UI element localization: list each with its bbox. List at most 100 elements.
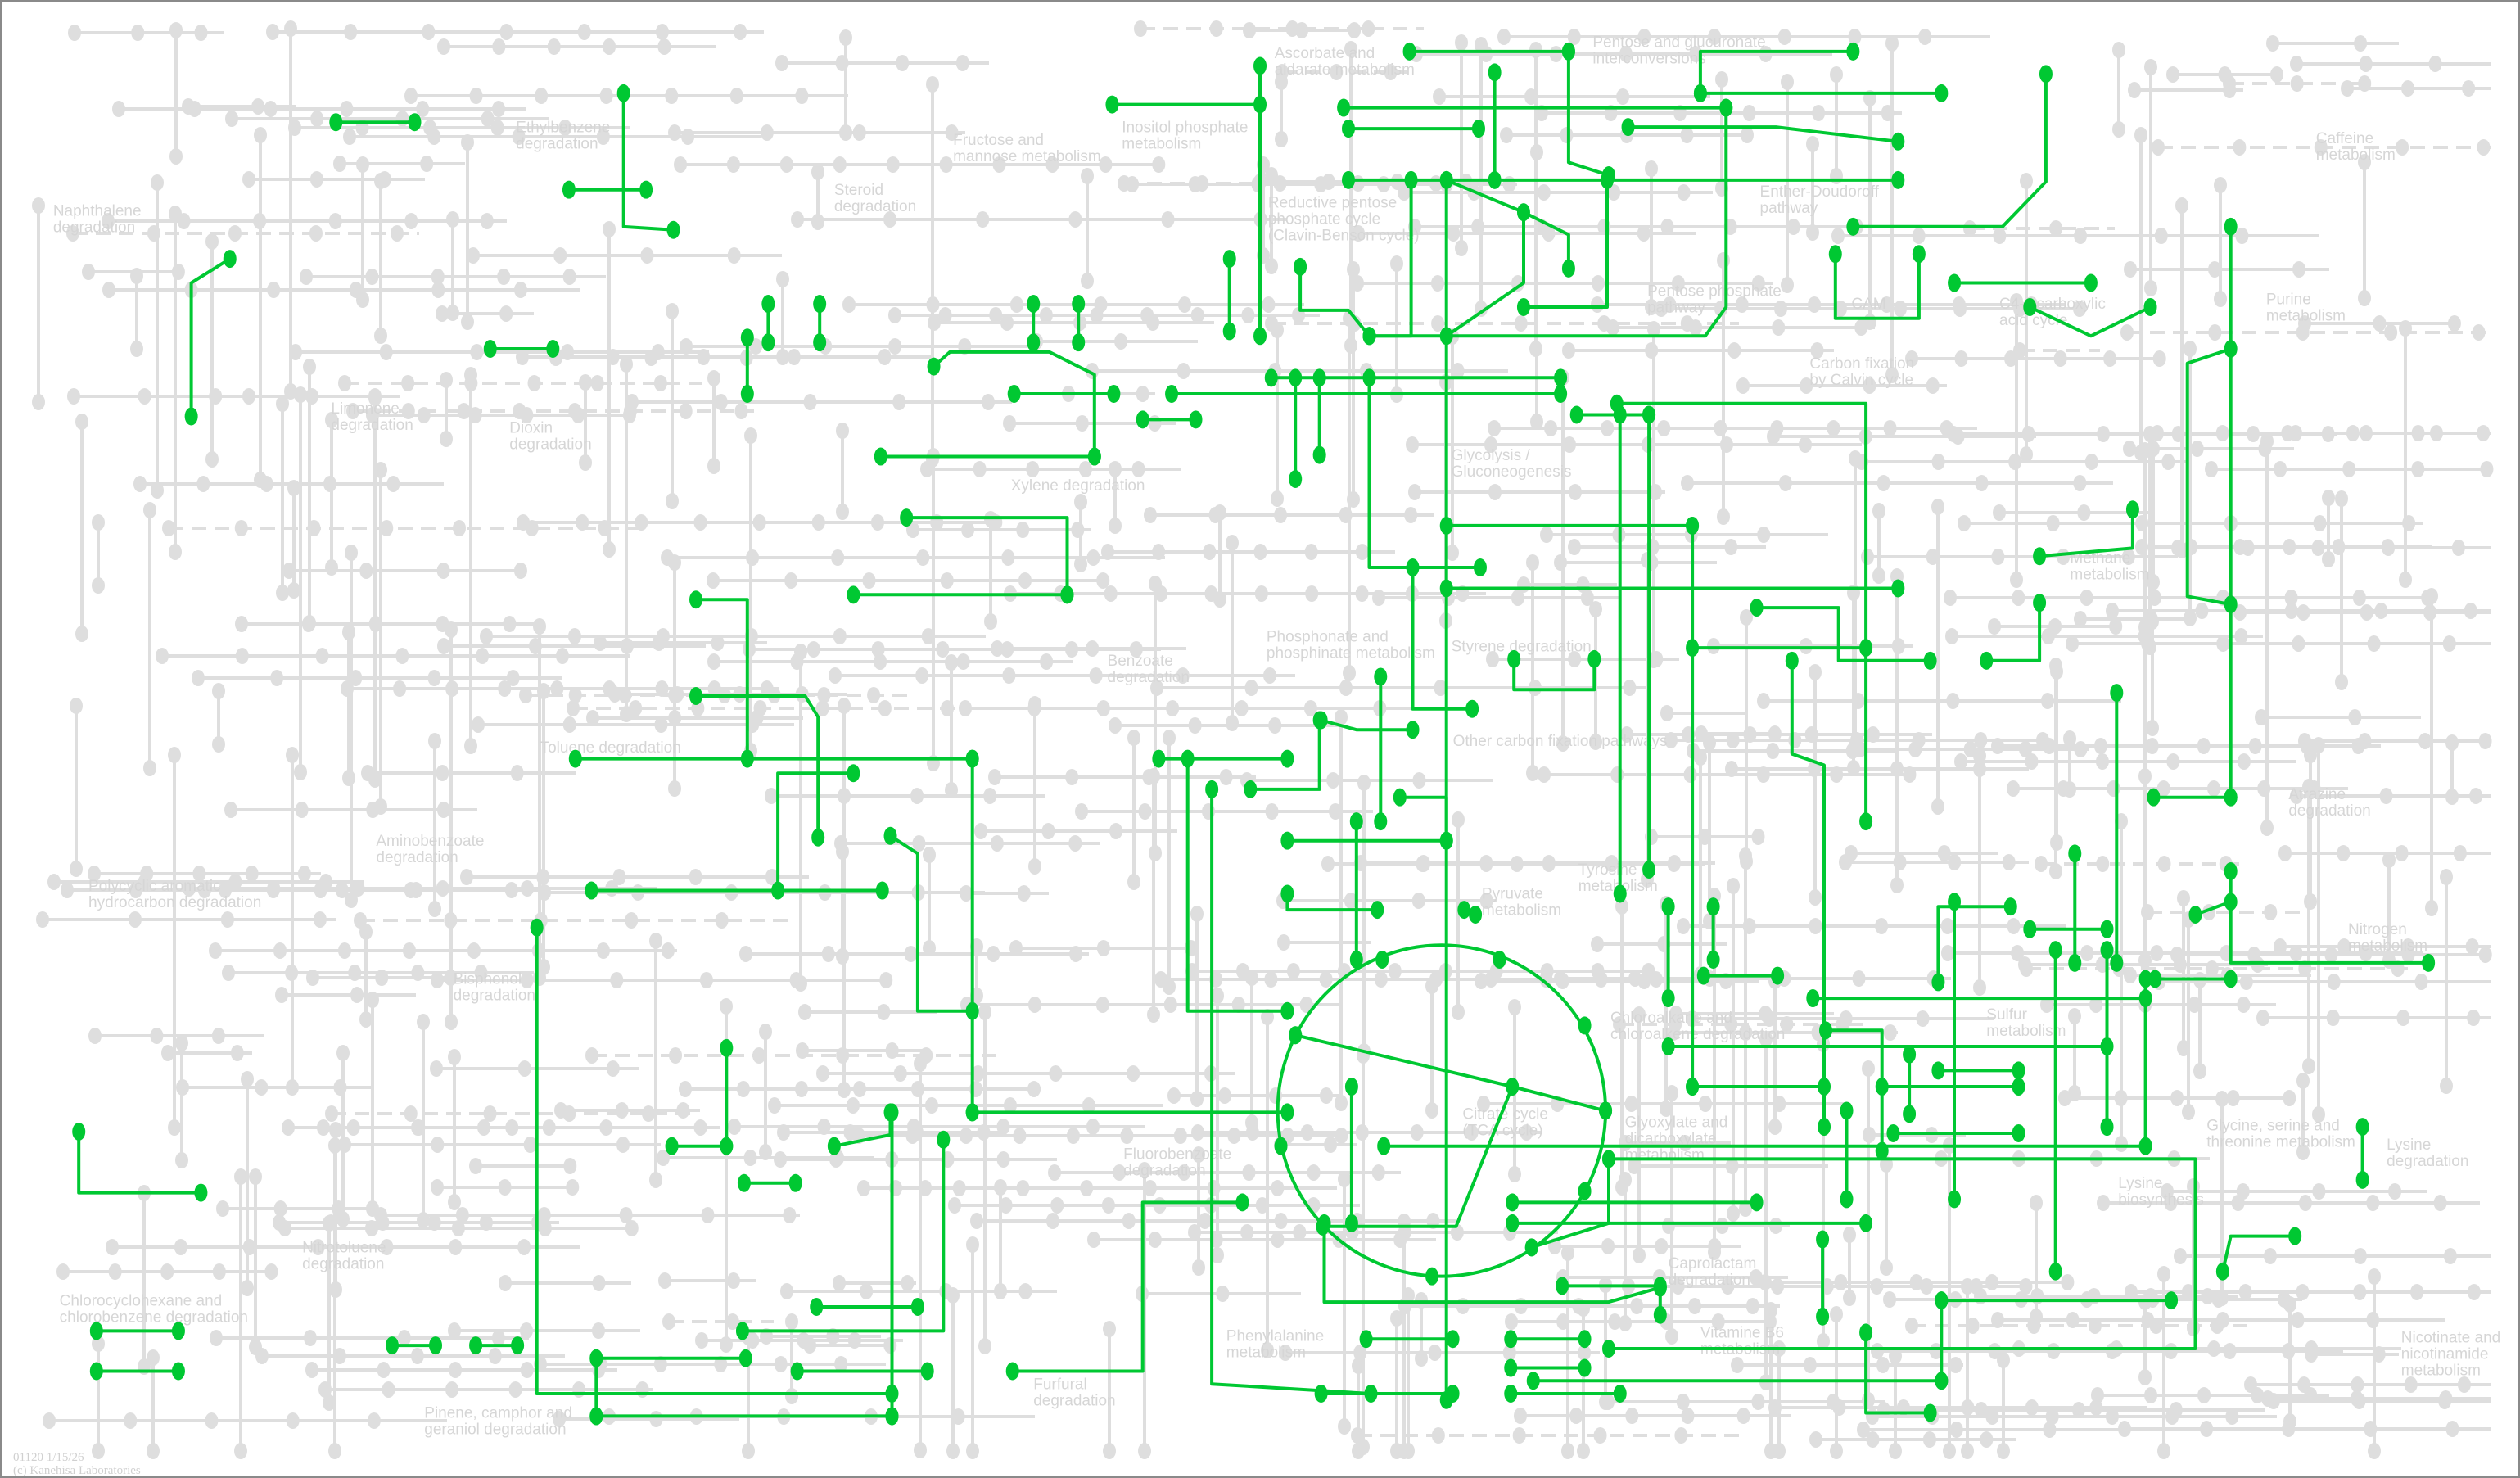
- compound-node[interactable]: [2480, 461, 2494, 477]
- compound-node[interactable]: [305, 1362, 318, 1378]
- compound-node[interactable]: [212, 736, 225, 753]
- compound-node[interactable]: [2351, 1376, 2364, 1393]
- highlighted-compound[interactable]: [2039, 65, 2053, 84]
- compound-node[interactable]: [2443, 1248, 2457, 1264]
- compound-node[interactable]: [952, 1180, 966, 1196]
- compound-node[interactable]: [776, 349, 789, 365]
- compound-node[interactable]: [1402, 1287, 1415, 1304]
- compound-node[interactable]: [2134, 127, 2147, 143]
- compound-node[interactable]: [966, 1443, 979, 1459]
- highlighted-compound[interactable]: [737, 1173, 751, 1192]
- compound-node[interactable]: [519, 687, 532, 703]
- compound-node[interactable]: [742, 1443, 755, 1459]
- compound-node[interactable]: [1016, 1180, 1030, 1196]
- highlighted-reaction[interactable]: [621, 93, 674, 232]
- compound-node[interactable]: [988, 769, 1001, 785]
- compound-node[interactable]: [365, 269, 379, 285]
- compound-node[interactable]: [620, 706, 633, 722]
- highlighted-compound[interactable]: [1165, 384, 1179, 403]
- compound-node[interactable]: [2216, 635, 2230, 652]
- compound-node[interactable]: [668, 124, 681, 141]
- compound-node[interactable]: [994, 1283, 1007, 1299]
- highlighted-compound[interactable]: [2422, 953, 2436, 972]
- compound-node[interactable]: [1920, 1278, 1934, 1295]
- compound-node[interactable]: [1786, 219, 1800, 235]
- compound-node[interactable]: [295, 802, 309, 818]
- compound-node[interactable]: [886, 156, 900, 173]
- compound-node[interactable]: [1086, 1119, 1100, 1135]
- compound-node[interactable]: [2388, 1183, 2402, 1200]
- compound-node[interactable]: [2239, 974, 2253, 990]
- compound-node[interactable]: [1991, 549, 2005, 565]
- compound-node[interactable]: [2290, 56, 2303, 72]
- highlighted-compound[interactable]: [2048, 1262, 2062, 1281]
- compound-node[interactable]: [966, 1236, 979, 1253]
- highlighted-reaction[interactable]: [1367, 377, 1481, 569]
- compound-node[interactable]: [2414, 974, 2428, 990]
- pathway-label[interactable]: Aminobenzoate degradation: [376, 833, 484, 866]
- compound-node[interactable]: [982, 394, 996, 410]
- compound-node[interactable]: [1944, 590, 1957, 606]
- compound-node[interactable]: [1261, 1342, 1274, 1358]
- compound-node[interactable]: [1163, 979, 1176, 995]
- compound-node[interactable]: [1589, 601, 1602, 617]
- highlighted-compound[interactable]: [1931, 1061, 1945, 1080]
- compound-node[interactable]: [1671, 275, 1685, 292]
- highlighted-compound[interactable]: [1554, 368, 1568, 387]
- highlighted-reaction[interactable]: [1853, 74, 2048, 228]
- compound-node[interactable]: [1991, 738, 2004, 754]
- compound-node[interactable]: [2184, 341, 2197, 357]
- compound-node[interactable]: [727, 247, 741, 264]
- compound-node[interactable]: [2354, 35, 2368, 52]
- compound-node[interactable]: [2296, 324, 2310, 341]
- compound-node[interactable]: [282, 1119, 295, 1136]
- pathway-label[interactable]: Pinene, camphor and geraniol degradation: [424, 1405, 572, 1439]
- compound-node[interactable]: [2164, 1195, 2178, 1211]
- compound-node[interactable]: [2264, 904, 2278, 920]
- compound-node[interactable]: [649, 1411, 663, 1427]
- pathway-label[interactable]: Pentose phosphate pathway: [1647, 283, 1782, 317]
- highlighted-compound[interactable]: [589, 1407, 603, 1426]
- compound-node[interactable]: [1118, 175, 1131, 192]
- compound-node[interactable]: [143, 760, 156, 776]
- compound-node[interactable]: [765, 788, 778, 804]
- compound-node[interactable]: [2045, 1408, 2059, 1425]
- compound-node[interactable]: [2251, 956, 2265, 973]
- compound-node[interactable]: [606, 1060, 620, 1077]
- compound-node[interactable]: [961, 522, 975, 538]
- compound-node[interactable]: [2206, 780, 2220, 797]
- compound-node[interactable]: [382, 1381, 395, 1398]
- compound-node[interactable]: [234, 1168, 247, 1185]
- compound-node[interactable]: [1304, 544, 1318, 560]
- compound-node[interactable]: [2215, 1091, 2229, 1107]
- compound-node[interactable]: [537, 1207, 551, 1223]
- compound-node[interactable]: [976, 211, 990, 228]
- highlighted-reaction[interactable]: [1833, 254, 1921, 320]
- highlighted-compound[interactable]: [1891, 132, 1905, 151]
- highlighted-compound[interactable]: [2355, 1170, 2369, 1189]
- compound-node[interactable]: [242, 171, 255, 188]
- compound-node[interactable]: [1026, 461, 1040, 477]
- compound-node[interactable]: [1980, 1431, 1994, 1448]
- compound-node[interactable]: [1912, 228, 1926, 244]
- highlighted-compound[interactable]: [2100, 1118, 2114, 1137]
- compound-node[interactable]: [1655, 1238, 1669, 1254]
- compound-node[interactable]: [323, 1215, 336, 1232]
- highlighted-reaction[interactable]: [696, 694, 820, 838]
- compound-node[interactable]: [948, 1197, 961, 1214]
- compound-node[interactable]: [596, 129, 610, 145]
- compound-node[interactable]: [1591, 296, 1604, 313]
- compound-node[interactable]: [1762, 1010, 1776, 1027]
- compound-node[interactable]: [1372, 590, 1385, 606]
- compound-node[interactable]: [1768, 1119, 1782, 1135]
- compound-node[interactable]: [1450, 1224, 1464, 1241]
- compound-node[interactable]: [1384, 64, 1398, 80]
- compound-node[interactable]: [267, 880, 281, 897]
- highlighted-compound[interactable]: [1406, 721, 1420, 739]
- pathway-label[interactable]: Vitamine B6 metabolism: [1700, 1325, 1784, 1358]
- compound-node[interactable]: [230, 1045, 244, 1061]
- compound-node[interactable]: [480, 628, 493, 644]
- highlighted-compound[interactable]: [1377, 1137, 1391, 1155]
- compound-node[interactable]: [1226, 535, 1239, 551]
- compound-node[interactable]: [2215, 425, 2229, 441]
